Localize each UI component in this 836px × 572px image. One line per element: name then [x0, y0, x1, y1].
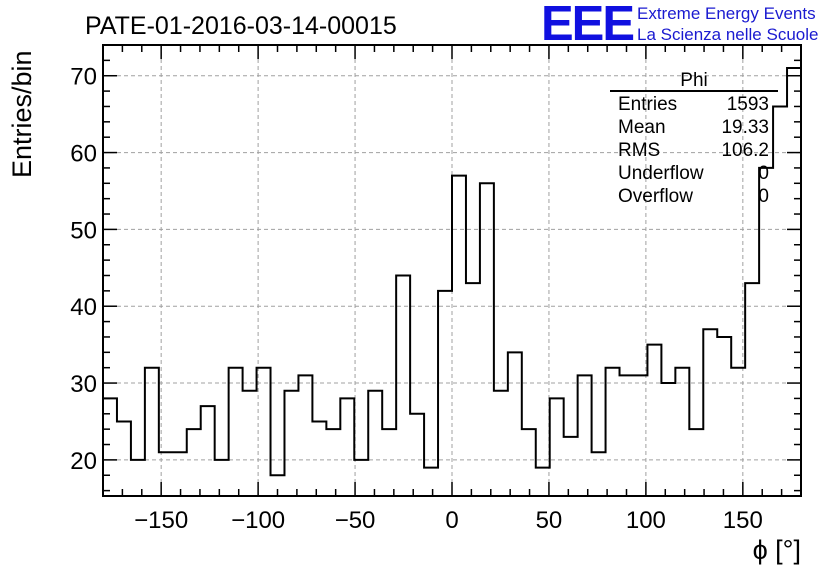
stats-label: RMS	[618, 140, 660, 161]
x-tick-label: −150	[134, 507, 188, 534]
stats-box-title: Phi	[680, 70, 707, 91]
x-tick-label: −50	[335, 507, 376, 534]
x-tick-label: 150	[723, 507, 763, 534]
y-axis-title: Entries/bin	[7, 50, 37, 178]
y-tick-label: 50	[70, 217, 97, 244]
histogram-line	[103, 67, 801, 477]
stats-box-rows: Entries 1593 Mean 19.33 RMS 106.2 Underflow 0 Ov…	[618, 94, 769, 207]
stats-value: 106.2	[721, 140, 769, 161]
y-tick-label: 60	[70, 141, 97, 168]
x-tick-label: 100	[626, 507, 666, 534]
y-tick-label: 30	[70, 371, 97, 398]
x-tick-label: 50	[536, 507, 563, 534]
stats-value: 1593	[727, 94, 769, 115]
y-tick-label: 40	[70, 294, 97, 321]
stats-value: 0	[758, 186, 769, 207]
eee-logo: EEE Extreme Energy Events La Scienza nel…	[541, 0, 818, 51]
x-axis-title: ϕ [°]	[753, 535, 801, 565]
stats-label: Mean	[618, 117, 666, 138]
x-axis-ticks: −150 −100 −50 0 50 100 150	[102, 45, 802, 534]
x-tick-label: −100	[231, 507, 285, 534]
logo-line-1: Extreme Energy Events	[637, 4, 816, 23]
stats-value: 19.33	[721, 117, 769, 138]
stats-label: Overflow	[618, 186, 693, 207]
stats-label: Underflow	[618, 163, 704, 184]
stats-value: 0	[758, 163, 769, 184]
y-tick-label: 20	[70, 448, 97, 475]
plot-title: PATE-01-2016-03-14-00015	[85, 12, 397, 40]
stats-label: Entries	[618, 94, 677, 115]
x-tick-label: 0	[445, 507, 458, 534]
stats-box: Phi Entries 1593 Mean 19.33 RMS 106.2 Underflo…	[610, 70, 778, 207]
logo-mark: EEE	[541, 0, 633, 51]
logo-line-2: La Scienza nelle Scuole	[637, 25, 818, 44]
y-tick-label: 70	[70, 64, 97, 91]
y-axis-ticks: 20 30 40 50 60 70	[70, 59, 801, 492]
